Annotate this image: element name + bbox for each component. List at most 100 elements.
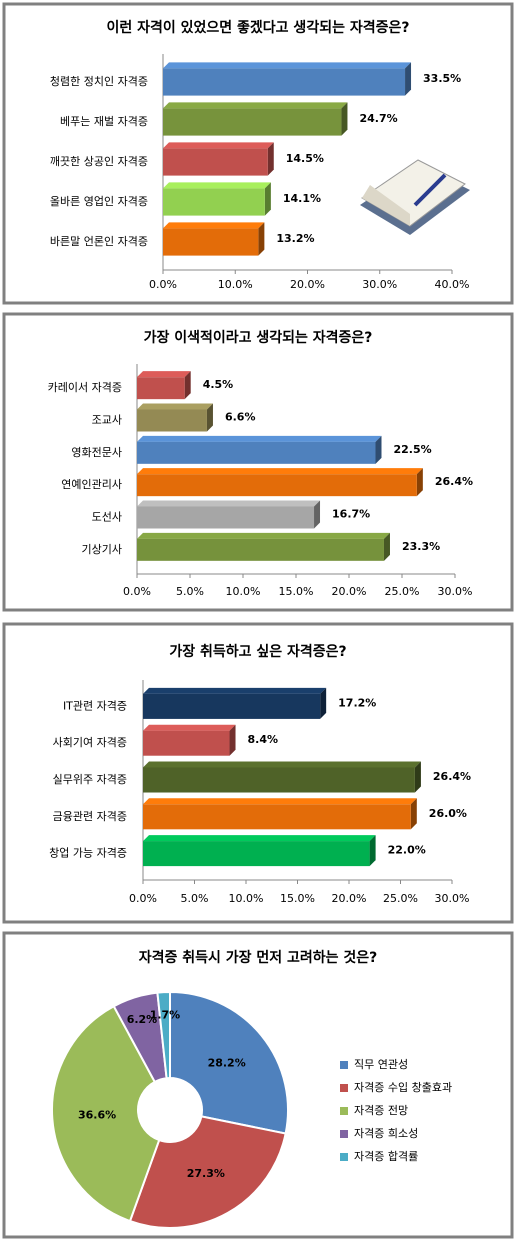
value-label: 4.5% <box>203 378 234 391</box>
x-tick-label: 15.0% <box>279 585 314 598</box>
value-label: 24.7% <box>359 112 397 125</box>
y-tick-label: 조교사 <box>92 414 122 427</box>
bar-side <box>414 761 421 793</box>
x-tick-label: 0.0% <box>129 892 157 905</box>
value-label: 26.0% <box>429 807 467 820</box>
bar-top <box>143 724 236 731</box>
bar-top <box>137 371 191 378</box>
bar-top <box>163 62 412 69</box>
bar <box>137 538 384 561</box>
value-label: 14.1% <box>283 192 321 205</box>
bar <box>143 804 411 830</box>
bar-top <box>137 532 390 539</box>
legend-label: 자격증 합격률 <box>354 1150 418 1163</box>
x-tick-label: 5.0% <box>176 585 204 598</box>
bar <box>163 148 268 176</box>
x-tick-label: 5.0% <box>181 892 209 905</box>
x-tick-label: 10.0% <box>229 892 264 905</box>
value-label: 17.2% <box>338 696 376 709</box>
book-icon <box>360 159 470 235</box>
x-tick-label: 40.0% <box>435 278 470 291</box>
bar-side <box>258 222 265 256</box>
y-tick-label: 사회기여 자격증 <box>53 736 127 749</box>
legend-label: 자격증 전망 <box>354 1104 408 1117</box>
bar-top <box>137 468 423 475</box>
bar <box>137 474 417 497</box>
value-label: 28.2% <box>208 1057 246 1070</box>
y-tick-label: 깨끗한 상공인 자격증 <box>50 155 148 168</box>
bar-side <box>410 798 417 830</box>
pie-slice <box>128 1115 287 1229</box>
legend-swatch <box>340 1107 348 1115</box>
chart-title: 가장 취득하고 싶은 자격증은? <box>169 643 346 660</box>
value-label: 26.4% <box>435 475 473 488</box>
x-tick-label: 30.0% <box>438 585 473 598</box>
y-tick-label: 카레이서 자격증 <box>48 381 122 394</box>
bar <box>137 441 376 464</box>
legend-label: 자격증 희소성 <box>354 1127 418 1140</box>
value-label: 27.3% <box>187 1167 225 1180</box>
bar-top <box>143 761 421 768</box>
bar-top <box>143 687 327 694</box>
y-tick-label: 창업 가능 자격증 <box>49 847 127 860</box>
y-tick-label: 기상기사 <box>82 543 122 556</box>
bar-side <box>267 142 274 176</box>
y-tick-label: 연예인관리사 <box>61 478 122 491</box>
legend-swatch <box>340 1084 348 1092</box>
y-tick-label: 실무위주 자격증 <box>53 773 127 786</box>
value-label: 36.6% <box>78 1109 116 1122</box>
y-tick-label: 금융관련 자격증 <box>53 810 127 823</box>
legend-swatch <box>340 1061 348 1069</box>
y-tick-label: 올바른 영업인 자격증 <box>50 195 148 208</box>
bar-side <box>369 835 376 867</box>
pie-slice <box>51 1004 161 1223</box>
bar-top <box>137 435 382 442</box>
chart-title: 이런 자격이 있었으면 좋겠다고 생각되는 자격증은? <box>107 19 410 36</box>
bar <box>163 188 265 216</box>
bar <box>163 108 342 136</box>
bar-side <box>264 182 271 216</box>
value-label: 33.5% <box>423 72 461 85</box>
bar-top <box>163 142 274 149</box>
x-tick-label: 20.0% <box>332 892 367 905</box>
value-label: 14.5% <box>286 152 324 165</box>
legend-label: 자격증 수입 창출효과 <box>354 1081 452 1094</box>
bar-top <box>143 835 376 842</box>
bar-top <box>137 403 213 410</box>
bar <box>143 841 370 867</box>
value-label: 26.4% <box>433 770 471 783</box>
x-tick-label: 30.0% <box>435 892 470 905</box>
x-tick-label: 20.0% <box>332 585 367 598</box>
x-tick-label: 0.0% <box>149 278 177 291</box>
bar-top <box>163 182 271 189</box>
bar-side <box>416 468 423 497</box>
x-tick-label: 0.0% <box>123 585 151 598</box>
bar-top <box>163 222 265 229</box>
x-tick-label: 30.0% <box>362 278 397 291</box>
legend-swatch <box>340 1153 348 1161</box>
bar <box>137 506 315 529</box>
bar-top <box>143 798 417 805</box>
bar <box>143 693 321 719</box>
y-tick-label: 영화전문사 <box>71 446 122 459</box>
y-tick-label: 청렴한 정치인 자격증 <box>50 75 148 88</box>
y-tick-label: 바른말 언론인 자격증 <box>50 235 148 248</box>
chart-title: 자격증 취득시 가장 먼저 고려하는 것은? <box>139 949 378 966</box>
bar-top <box>163 102 348 109</box>
y-tick-label: IT관련 자격증 <box>63 699 127 712</box>
y-tick-label: 도선사 <box>92 511 122 524</box>
bar-side <box>229 724 236 756</box>
x-tick-label: 10.0% <box>226 585 261 598</box>
bar <box>137 377 185 400</box>
value-label: 6.2% <box>127 1013 158 1026</box>
bar-top <box>137 500 321 507</box>
bar <box>143 730 230 756</box>
bar <box>163 228 259 256</box>
x-tick-label: 15.0% <box>280 892 315 905</box>
bar <box>137 409 207 432</box>
value-label: 1.7% <box>150 1009 181 1022</box>
value-label: 22.0% <box>388 844 426 857</box>
y-tick-label: 베푸는 재벌 자격증 <box>60 115 148 128</box>
value-label: 16.7% <box>332 508 370 521</box>
bar-side <box>383 532 390 561</box>
